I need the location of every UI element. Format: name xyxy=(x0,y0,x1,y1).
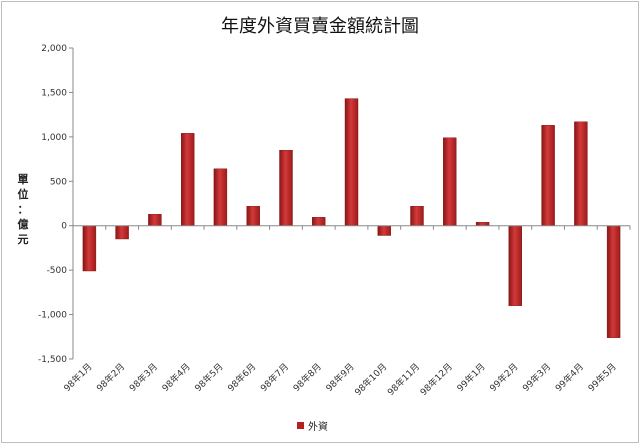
bar xyxy=(443,137,457,226)
x-tick-label: 99年5月 xyxy=(585,361,618,394)
y-axis-label: 單 位 ： 億 元 xyxy=(18,173,29,246)
bar xyxy=(606,225,621,338)
y-axis: -1,500 -1,000 -500 0 500 1,000 1,500 2,000 xyxy=(38,44,74,365)
chart-title: 年度外資買賣金額統計圖 xyxy=(221,16,419,37)
x-tick-label: 98年1月 xyxy=(61,361,94,394)
y-axis-label-char: 單 xyxy=(18,173,29,186)
bars-group xyxy=(82,98,621,338)
bar xyxy=(312,217,326,226)
y-tick-label: 1,500 xyxy=(41,88,67,98)
x-tick-label: 99年2月 xyxy=(487,361,520,394)
bar xyxy=(180,133,195,226)
x-tick-label: 98年6月 xyxy=(225,361,258,394)
legend-label: 外資 xyxy=(308,421,328,433)
y-tick-label: 1,000 xyxy=(41,133,67,143)
bar xyxy=(410,205,424,226)
bar xyxy=(279,149,293,226)
bar xyxy=(377,225,391,236)
bar xyxy=(246,205,260,226)
y-tick-label: -1,000 xyxy=(38,311,67,321)
y-axis-label-char: 位 xyxy=(18,187,29,201)
x-tick-label: 99年1月 xyxy=(454,361,487,394)
bar xyxy=(115,225,129,240)
x-tick-label: 98年11月 xyxy=(385,361,422,398)
x-tick-label: 99年3月 xyxy=(520,361,553,394)
bar xyxy=(344,98,359,226)
x-tick-label: 98年3月 xyxy=(127,361,160,394)
y-tick-label: -500 xyxy=(47,266,68,276)
x-tick-label: 98年2月 xyxy=(94,361,127,394)
x-tick-label: 98年10月 xyxy=(352,361,389,398)
y-tick-label: -1,500 xyxy=(38,355,67,365)
x-tick-label: 98年12月 xyxy=(418,361,455,398)
y-axis-label-char: 億 xyxy=(18,217,29,231)
bar xyxy=(213,168,228,226)
x-tick-label: 98年7月 xyxy=(258,361,291,394)
x-tick-label: 98年5月 xyxy=(192,361,225,394)
x-tick-label: 98年4月 xyxy=(159,361,192,394)
x-axis: 98年1月 98年2月 98年3月 98年4月 98年5月 98年6月 98年7月 98年8月… xyxy=(61,225,631,398)
y-tick-label: 2,000 xyxy=(41,44,67,54)
y-axis-label-char: ： xyxy=(18,203,29,216)
legend: 外資 xyxy=(297,421,328,433)
x-tick-label: 98年8月 xyxy=(290,361,323,394)
x-tick-label: 98年9月 xyxy=(323,361,356,394)
bar xyxy=(574,121,588,227)
y-axis-label-char: 元 xyxy=(18,233,29,246)
bar xyxy=(508,225,522,306)
bar xyxy=(148,213,162,226)
y-tick-label: 0 xyxy=(61,222,67,232)
bar xyxy=(541,125,555,226)
legend-swatch xyxy=(297,422,304,429)
x-tick-label: 99年4月 xyxy=(553,361,586,394)
bar xyxy=(82,225,97,272)
y-tick-label: 500 xyxy=(50,177,67,187)
